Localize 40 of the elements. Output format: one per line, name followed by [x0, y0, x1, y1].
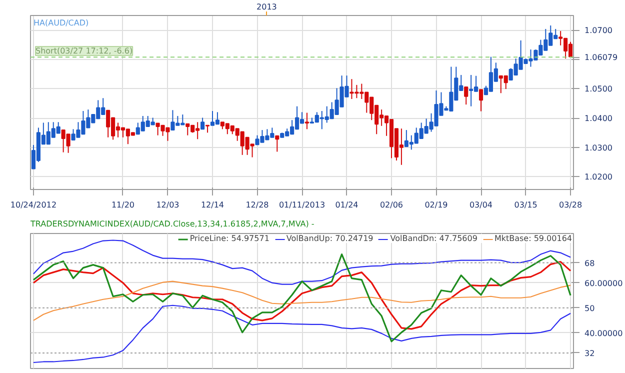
candlestick	[304, 112, 310, 130]
ref-line-label: 50	[584, 304, 595, 313]
ref-line-label: 32	[584, 348, 595, 358]
legend-label: MktBase: 59.00164	[494, 234, 572, 243]
y-tick-label: 1.0500	[584, 84, 612, 94]
legend-label: VolBandUp: 70.24719	[286, 234, 374, 243]
candlestick	[275, 135, 280, 152]
x-tick-label: 02/06	[380, 200, 404, 210]
y-tick-label: 1.0300	[584, 143, 612, 152]
annotation: Short(03/27 17:12, -6.6)	[36, 46, 133, 56]
y-tick-label: 1.0400	[584, 114, 612, 124]
x-tick-label: 10/24/2012	[10, 200, 57, 210]
x-tick-label: 01/24	[335, 200, 358, 210]
y-tick-label: 1.0700	[584, 26, 612, 36]
text: 2013	[256, 2, 277, 12]
y-tick-label: 40.00000	[584, 328, 623, 338]
line-series	[32, 280, 572, 321]
y-tick-label: 60.00000	[584, 278, 623, 288]
line-series	[32, 304, 572, 364]
candlestick	[200, 117, 205, 130]
candlestick	[478, 89, 484, 112]
chart-title: TRADERSDYNAMICINDEX(AUD/CAD.Close,13,34,1.6185,2,MVA,7,MVA) -	[30, 220, 314, 228]
x-tick-label: 03/04	[469, 200, 493, 210]
x-tick-label: 12/28	[246, 200, 269, 210]
ref-line-label: 1.06079	[584, 53, 618, 62]
legend-label: PriceLine: 54.97571	[190, 234, 270, 243]
chart-title: HA(AUD/CAD)	[34, 18, 89, 28]
x-tick-label: 12/03	[156, 200, 180, 210]
candlestick	[464, 86, 468, 106]
x-tick-label: 03/15	[514, 200, 538, 210]
line-series	[32, 261, 572, 330]
x-tick-label: 02/19	[424, 200, 448, 210]
x-tick-label: 03/28	[558, 200, 582, 210]
x-tick-label: 12/14	[200, 200, 224, 210]
x-tick-label: 01/11/2013	[278, 200, 326, 210]
line-series	[32, 253, 572, 342]
legend-label: VolBandDn: 47.75609	[390, 234, 478, 243]
y-tick-label: 1.0200	[584, 172, 612, 182]
ref-line-label: 68	[584, 258, 595, 268]
x-tick-label: 11/20	[111, 200, 135, 210]
